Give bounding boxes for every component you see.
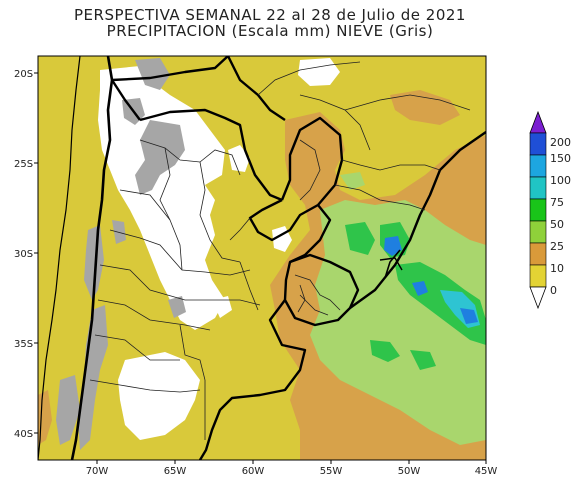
lon-label-55w: 55W [320,466,343,477]
colorbar-swatch-0 [529,264,547,288]
colorbar-label-0: 0 [550,284,557,297]
colorbar-label-25: 25 [550,240,564,253]
colorbar: 200 150 100 75 50 25 10 0 [529,110,571,310]
lon-label-60w: 60W [242,466,265,477]
colorbar-swatch-25 [529,220,547,244]
axis-ticks [34,72,487,464]
lat-label-35s: 35S [14,339,33,350]
map-frame [37,55,487,461]
map-area [38,56,486,460]
lat-label-40s: 40S [14,429,33,440]
colorbar-swatch-150 [529,132,547,156]
colorbar-label-75: 75 [550,196,564,209]
lat-label-30s: 30S [14,249,33,260]
no-precip-areas [98,58,340,440]
lat-label-20s: 20S [14,69,33,80]
colorbar-label-200: 200 [550,136,571,149]
colorbar-label-10: 10 [550,262,564,275]
colorbar-top-arrow [529,110,547,134]
colorbar-swatch-75 [529,176,547,200]
colorbar-label-150: 150 [550,152,571,165]
precip-25-50-areas [310,172,486,445]
lon-label-50w: 50W [398,466,421,477]
lat-label-25s: 25S [14,159,33,170]
colorbar-swatch-50 [529,198,547,222]
map-title-line1: PERSPECTIVA SEMANAL 22 al 28 de Julio de… [74,6,466,24]
map-title-line2: PRECIPITACION (Escala mm) NIEVE (Gris) [106,22,434,40]
province-borders [89,61,471,440]
colorbar-bottom-arrow [529,286,547,310]
country-borders [38,56,486,460]
colorbar-label-50: 50 [550,218,564,231]
lon-label-45w: 45W [475,466,498,477]
precip-75-150-areas [384,236,480,328]
colorbar-label-100: 100 [550,174,571,187]
lon-label-65w: 65W [164,466,187,477]
colorbar-swatch-100 [529,154,547,178]
colorbar-swatch-10 [529,242,547,266]
lon-label-70w: 70W [86,466,109,477]
